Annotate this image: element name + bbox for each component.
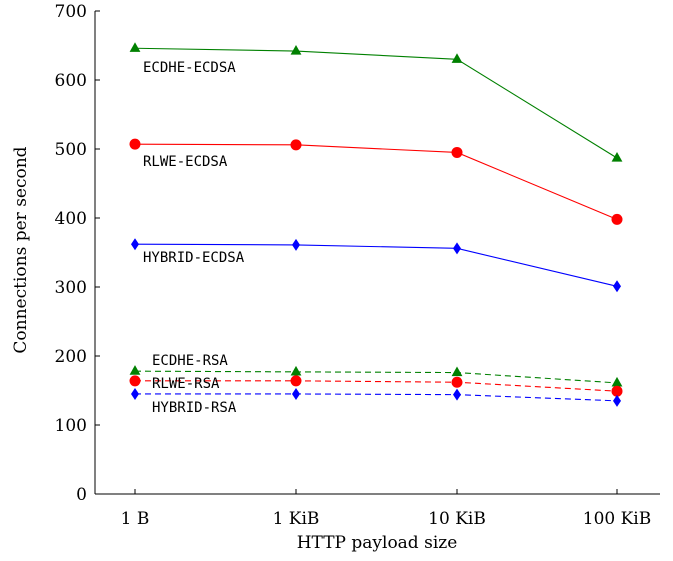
marker-triangle-ecdhe-rsa <box>451 366 463 377</box>
series-label-hybrid-rsa: HYBRID-RSA <box>152 400 237 416</box>
series-line-rlwe-ecdsa <box>134 143 618 220</box>
series-label-ecdhe-ecdsa: ECDHE-ECDSA <box>143 60 236 76</box>
marker-circle-rlwe-rsa <box>611 385 623 397</box>
y-tick-label: 600 <box>55 71 87 91</box>
x-tick-label: 1 KiB <box>273 509 320 529</box>
series-lines <box>134 47 618 402</box>
x-tick-label: 10 KiB <box>428 509 486 529</box>
x-tick-label: 1 B <box>121 509 150 529</box>
series-label-rlwe-rsa: RLWE-RSA <box>152 376 220 392</box>
marker-diamond-hybrid-rsa <box>453 388 461 401</box>
series-line-hybrid-ecdsa <box>134 243 618 287</box>
marker-triangle-ecdhe-rsa <box>290 365 302 376</box>
marker-diamond-hybrid-rsa <box>613 394 621 407</box>
marker-circle-rlwe-ecdsa <box>290 139 302 151</box>
x-axis-title: HTTP payload size <box>297 533 458 553</box>
series-label-ecdhe-rsa: ECDHE-RSA <box>152 353 228 369</box>
y-tick-label: 700 <box>55 2 87 22</box>
axes <box>94 11 660 495</box>
y-tick-label: 100 <box>55 416 87 436</box>
y-tick-label: 500 <box>55 140 87 160</box>
marker-circle-rlwe-ecdsa <box>451 146 463 158</box>
y-tick-label: 0 <box>76 485 87 505</box>
marker-triangle-ecdhe-ecdsa <box>611 151 623 162</box>
marker-triangle-ecdhe-rsa <box>129 365 141 375</box>
marker-diamond-hybrid-ecdsa <box>292 238 300 251</box>
series-label-hybrid-ecdsa: HYBRID-ECDSA <box>143 250 245 266</box>
y-ticks: 0 100 200 300 400 500 600 700 <box>55 2 100 505</box>
marker-diamond-hybrid-rsa <box>131 387 139 400</box>
x-ticks: 1 B 1 KiB 10 KiB 100 KiB <box>121 489 651 529</box>
marker-circle-rlwe-ecdsa <box>611 213 623 225</box>
series-line-ecdhe-ecdsa <box>134 47 618 159</box>
series-markers <box>129 42 623 407</box>
marker-triangle-ecdhe-ecdsa <box>129 42 141 52</box>
y-axis-title: Connections per second <box>11 146 31 353</box>
series-label-rlwe-ecdsa: RLWE-ECDSA <box>143 154 228 170</box>
marker-diamond-hybrid-ecdsa <box>453 242 461 255</box>
y-tick-label: 400 <box>55 209 87 229</box>
marker-circle-rlwe-rsa <box>451 376 463 388</box>
series-line-ecdhe-rsa <box>134 370 618 384</box>
marker-diamond-hybrid-rsa <box>292 387 300 400</box>
series-line-hybrid-rsa <box>135 393 618 402</box>
marker-triangle-ecdhe-ecdsa <box>290 45 302 55</box>
marker-triangle-ecdhe-ecdsa <box>451 53 463 63</box>
marker-diamond-hybrid-ecdsa <box>613 280 621 293</box>
marker-triangle-ecdhe-rsa <box>611 376 623 387</box>
series-labels: ECDHE-ECDSA RLWE-ECDSA HYBRID-ECDSA ECDHE-R… <box>143 60 245 416</box>
marker-circle-rlwe-rsa <box>129 375 141 387</box>
y-tick-label: 300 <box>55 278 87 298</box>
marker-diamond-hybrid-ecdsa <box>131 238 139 251</box>
marker-circle-rlwe-ecdsa <box>129 138 141 150</box>
x-tick-label: 100 KiB <box>583 509 651 529</box>
series-line-rlwe-rsa <box>135 380 618 392</box>
y-tick-label: 200 <box>55 347 87 367</box>
marker-circle-rlwe-rsa <box>290 375 302 387</box>
